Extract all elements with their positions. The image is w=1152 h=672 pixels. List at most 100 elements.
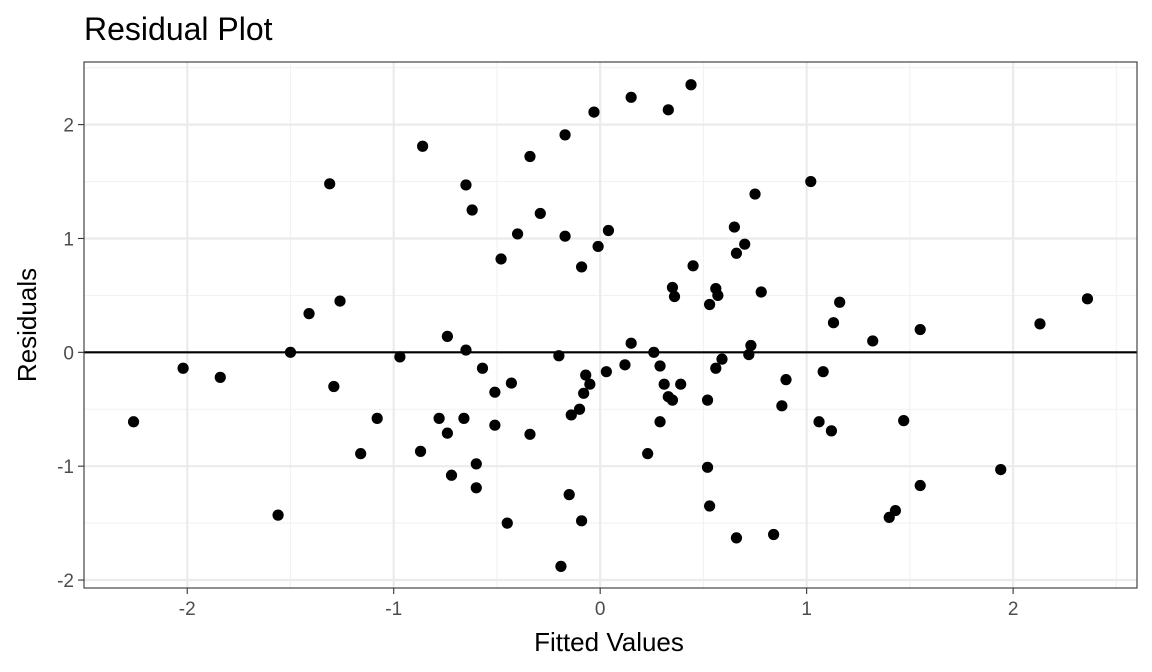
data-point	[127, 416, 140, 428]
x-axis-title: Fitted Values	[534, 627, 684, 657]
data-point	[642, 448, 654, 460]
data-point	[573, 403, 586, 415]
data-point	[511, 228, 524, 240]
data-point	[284, 346, 297, 358]
data-point	[745, 339, 757, 352]
data-point	[889, 504, 902, 517]
data-point	[470, 482, 482, 494]
y-tick-label: -2	[57, 571, 74, 592]
data-point	[553, 350, 565, 362]
data-point	[768, 528, 780, 541]
data-point	[668, 290, 681, 303]
data-point	[524, 150, 536, 163]
data-point	[441, 427, 453, 439]
data-point	[780, 374, 792, 386]
y-tick-label: -1	[57, 457, 74, 478]
data-point	[995, 463, 1007, 476]
data-point	[476, 362, 489, 374]
data-point	[489, 386, 501, 398]
x-tick-label: -2	[179, 599, 196, 620]
data-point	[394, 351, 406, 363]
data-point	[675, 378, 687, 390]
data-point	[445, 469, 458, 481]
data-point	[555, 560, 567, 572]
y-axis-title: Residuals	[12, 268, 42, 382]
data-point	[834, 296, 846, 308]
data-point	[414, 445, 427, 457]
data-point	[625, 337, 637, 349]
y-tick-label: 0	[63, 343, 74, 364]
data-point	[658, 378, 670, 390]
data-point	[827, 317, 840, 329]
data-point	[701, 394, 714, 406]
data-point	[524, 428, 536, 440]
data-point	[580, 369, 592, 381]
data-point	[565, 409, 577, 421]
data-point	[704, 298, 716, 311]
chart-title: Residual Plot	[84, 11, 273, 47]
y-tick-label: 1	[63, 229, 74, 250]
data-point	[730, 247, 743, 259]
data-point	[776, 400, 788, 412]
data-point	[654, 416, 666, 428]
data-point	[1081, 293, 1094, 305]
data-point	[710, 362, 722, 374]
data-point	[648, 346, 660, 358]
data-point	[805, 175, 817, 188]
data-point	[584, 378, 596, 390]
data-point	[600, 366, 612, 378]
data-points	[127, 79, 1094, 572]
data-point	[441, 330, 453, 342]
data-point	[563, 489, 575, 501]
data-point	[575, 261, 588, 273]
data-point	[685, 79, 697, 91]
data-point	[328, 380, 340, 393]
data-point	[755, 286, 767, 298]
data-point	[433, 412, 445, 424]
data-point	[588, 106, 600, 118]
x-tick-label: 0	[595, 599, 606, 620]
data-point	[739, 238, 751, 250]
data-point	[914, 479, 926, 492]
data-point	[817, 366, 829, 378]
data-point	[730, 532, 743, 544]
x-tick-label: 2	[1008, 599, 1019, 620]
y-axis-ticks: -2 -1 0 1 2	[57, 116, 84, 592]
data-point	[914, 323, 926, 336]
data-point	[662, 104, 674, 116]
data-point	[654, 360, 666, 372]
x-axis-ticks: -2 -1 0 1 2	[179, 588, 1019, 620]
data-point	[303, 308, 315, 320]
data-point	[466, 204, 478, 216]
data-point	[501, 517, 513, 529]
data-point	[666, 281, 679, 294]
data-point	[716, 353, 728, 365]
x-tick-label: 1	[801, 599, 812, 620]
data-point	[272, 509, 284, 521]
data-point	[898, 415, 910, 427]
data-point	[559, 230, 571, 242]
data-point	[324, 178, 336, 190]
data-point	[687, 260, 699, 272]
data-point	[813, 416, 825, 428]
data-point	[578, 387, 590, 399]
data-point	[701, 461, 714, 473]
data-point	[355, 448, 367, 460]
data-point	[625, 91, 637, 103]
data-point	[867, 335, 879, 347]
data-point	[177, 362, 189, 374]
y-tick-label: 2	[63, 116, 74, 137]
data-point	[619, 359, 631, 371]
data-point	[559, 129, 571, 141]
data-point	[1034, 318, 1046, 330]
data-point	[575, 515, 588, 527]
data-point	[743, 349, 755, 361]
data-point	[460, 344, 472, 356]
data-point	[214, 371, 226, 383]
data-point	[458, 412, 470, 424]
data-point	[712, 289, 724, 301]
data-point	[505, 377, 517, 389]
data-point	[371, 412, 383, 424]
